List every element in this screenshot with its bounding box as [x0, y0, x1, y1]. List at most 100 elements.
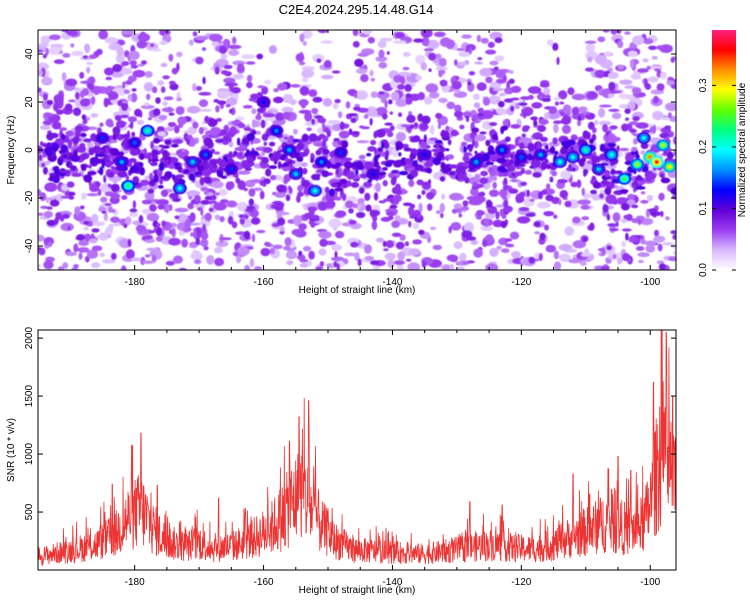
heatmap-cell	[410, 169, 419, 178]
heatmap-cell	[599, 189, 605, 194]
heatmap-cell	[112, 126, 121, 136]
heatmap-cell	[286, 138, 294, 145]
heatmap-cell	[281, 106, 294, 113]
heatmap-cell	[559, 147, 569, 155]
heatmap-cell	[623, 214, 631, 220]
heatmap-cell	[370, 139, 377, 146]
y-tick-label: -20	[24, 190, 35, 205]
heatmap-cell	[174, 125, 180, 134]
heatmap-cell	[670, 187, 676, 195]
heatmap-cell	[435, 142, 440, 148]
heatmap-cell	[570, 181, 579, 188]
heatmap-cell	[384, 149, 390, 158]
heatmap-cell	[428, 68, 432, 72]
heatmap-cell	[485, 49, 497, 55]
heatmap-cell	[377, 147, 383, 152]
heatmap-cell	[510, 124, 521, 129]
heatmap-cell	[102, 259, 116, 264]
heatmap-cell	[293, 162, 302, 168]
heatmap-cell	[249, 150, 259, 156]
heatmap-cell	[260, 247, 271, 257]
heatmap-cell	[428, 91, 440, 99]
heatmap-cell	[364, 192, 371, 201]
heatmap-cell	[383, 141, 390, 150]
heatmap-cell	[476, 82, 487, 91]
heatmap-cell	[538, 118, 549, 125]
heatmap-cell	[168, 53, 174, 62]
heatmap-cell	[647, 76, 659, 83]
heatmap-cell	[75, 91, 80, 100]
heatmap-cell	[660, 173, 664, 178]
heatmap-cell	[195, 227, 200, 233]
heatmap-cell	[624, 108, 631, 114]
heatmap-cell	[461, 34, 472, 39]
heatmap-cell	[179, 267, 187, 270]
heatmap-cell	[256, 107, 265, 113]
heatmap-cell	[90, 113, 99, 118]
heatmap-cell	[474, 61, 483, 65]
heatmap-cell	[369, 117, 373, 126]
heatmap-cell	[619, 79, 633, 85]
heatmap-cell	[76, 234, 86, 241]
heatmap-cell	[360, 74, 369, 83]
heatmap-cell	[227, 44, 242, 50]
heatmap-cell	[472, 114, 478, 121]
heatmap-cell	[448, 164, 459, 169]
heatmap-cell	[120, 67, 133, 75]
heatmap-cell	[310, 158, 314, 164]
heatmap-cell	[110, 192, 121, 200]
heatmap-cell	[189, 244, 198, 249]
heatmap-cell	[508, 78, 515, 85]
heatmap-cell	[673, 149, 676, 157]
heatmap-cell	[532, 132, 543, 140]
heatmap-cell	[142, 260, 155, 265]
heatmap-cell	[79, 205, 85, 210]
heatmap-cell	[355, 169, 359, 176]
heatmap-cell	[138, 215, 144, 224]
heatmap-cell	[382, 167, 388, 171]
heatmap-cell	[390, 91, 400, 101]
heatmap-cell	[503, 205, 513, 213]
heatmap-cell	[42, 144, 50, 148]
heatmap-cell	[86, 249, 99, 259]
heatmap-cell	[308, 89, 318, 97]
heatmap-cell	[321, 139, 327, 147]
heatmap-cell	[112, 87, 125, 93]
heatmap-cell	[339, 178, 348, 185]
heatmap-cell	[200, 238, 209, 248]
heatmap-cell	[357, 258, 362, 267]
heatmap-cell	[253, 120, 261, 128]
heatmap-cell	[520, 181, 527, 186]
heatmap-cell	[465, 236, 477, 241]
heatmap-cell	[68, 196, 75, 200]
heatmap-cell	[473, 248, 483, 258]
heatmap-cell	[208, 33, 223, 42]
heatmap-cell	[207, 118, 217, 127]
heatmap-cell	[457, 61, 468, 66]
heatmap-cell	[621, 228, 632, 232]
heatmap-cell	[389, 204, 398, 209]
heatmap-cell	[592, 181, 602, 189]
heatmap-cell	[579, 260, 587, 266]
heatmap-cell	[560, 141, 567, 146]
heatmap-cell	[39, 125, 50, 130]
heatmap-cell	[174, 207, 189, 213]
heatmap-cell	[306, 260, 312, 267]
heatmap-cell	[145, 254, 151, 258]
heatmap-cell	[491, 134, 499, 141]
heatmap-cell	[521, 133, 526, 138]
heatmap-cell	[62, 262, 69, 269]
y-tick-label: 500	[24, 503, 35, 520]
heatmap-cell	[350, 241, 359, 248]
heatmap-cell	[42, 93, 49, 101]
heatmap-cell	[38, 247, 43, 251]
heatmap-cell	[474, 150, 478, 154]
heatmap-cell	[660, 210, 664, 218]
heatmap-cell	[645, 177, 653, 182]
heatmap-cell	[522, 125, 531, 130]
heatmap-cell	[415, 54, 426, 65]
x-tick-label: -180	[125, 577, 145, 588]
heatmap-cell	[409, 153, 417, 160]
heatmap-cell	[585, 111, 590, 115]
heatmap-cell	[333, 102, 339, 110]
